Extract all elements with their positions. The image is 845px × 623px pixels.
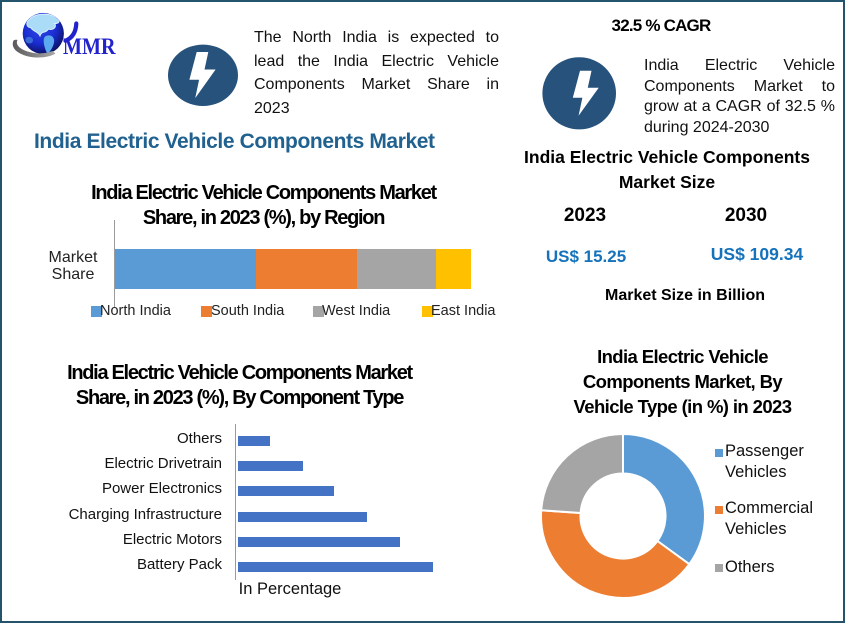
svg-text:MMR: MMR — [63, 34, 116, 60]
